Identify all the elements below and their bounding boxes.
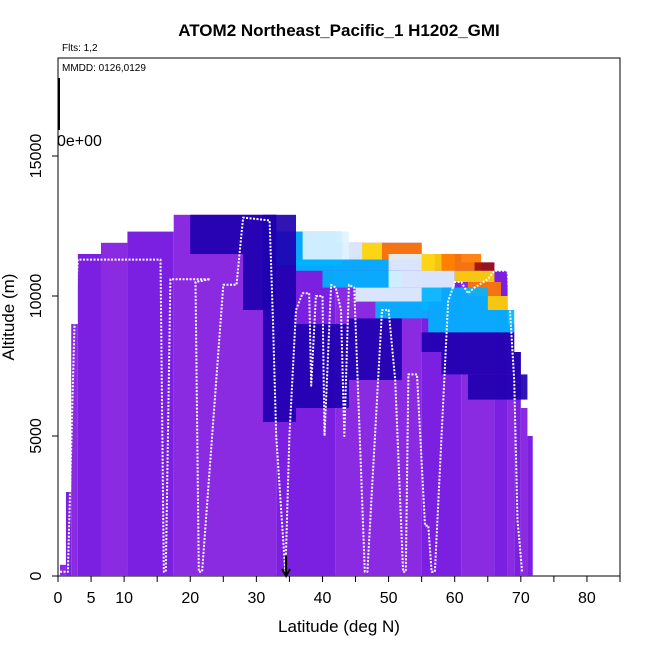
field-column <box>71 324 78 576</box>
anomaly-cell <box>302 231 349 260</box>
anomaly-cell <box>428 310 515 333</box>
x-tick-label: 10 <box>115 590 133 607</box>
field-column <box>77 254 101 576</box>
field-column <box>59 564 66 576</box>
dates-annotation: MMDD: 0126,0129 <box>62 63 146 74</box>
anomaly-cell <box>296 259 389 271</box>
y-axis-label: Altitude (m) <box>0 274 18 361</box>
field-column <box>100 242 128 577</box>
chart-title: ATOM2 Northeast_Pacific_1 H1202_GMI <box>178 21 500 40</box>
legend-fragment-label: 0e+00 <box>57 133 102 150</box>
latitude-marker <box>281 556 291 579</box>
flight-track-line <box>60 216 524 575</box>
anomaly-cell <box>296 324 349 408</box>
x-tick-label: 30 <box>247 590 265 607</box>
y-tick-label: 15000 <box>28 134 45 179</box>
x-tick-label: 20 <box>181 590 199 607</box>
anomaly-cell <box>388 270 455 288</box>
anomaly-cell <box>454 270 495 282</box>
anomaly-cell <box>441 352 521 375</box>
y-tick-label: 0 <box>28 571 45 580</box>
anomaly-cell <box>362 242 382 260</box>
x-tick-label: 60 <box>446 590 464 607</box>
flights-annotation: Flts: 1,2 <box>62 43 98 54</box>
x-tick-label: 0 <box>54 590 63 607</box>
anomaly-cell <box>355 287 442 302</box>
anomaly-cell <box>467 374 528 400</box>
anomaly-cell <box>190 214 244 254</box>
x-tick-label: 50 <box>380 590 398 607</box>
y-axis: 0 5000 10000 15000 <box>28 134 58 580</box>
x-axis: 0 5 10 20 30 40 50 60 70 80 <box>54 576 621 607</box>
x-tick-label: 80 <box>578 590 596 607</box>
anomaly-cell <box>441 254 482 271</box>
anomaly-cell <box>487 296 508 310</box>
heatmap-anomaly-band <box>190 214 528 422</box>
field-column <box>527 436 533 576</box>
field-column <box>507 324 515 576</box>
x-tick-label: 5 <box>87 590 96 607</box>
marker-arrowhead <box>281 568 291 579</box>
y-tick-label: 5000 <box>28 418 45 454</box>
field-column <box>514 352 521 576</box>
flight-track <box>60 216 524 575</box>
x-axis-label: Latitude (deg N) <box>278 617 400 636</box>
anomaly-cell <box>474 262 495 271</box>
anomaly-cell <box>421 332 515 352</box>
anomaly-cell <box>421 287 488 310</box>
x-tick-label: 70 <box>512 590 530 607</box>
x-tick-label: 40 <box>314 590 332 607</box>
anomaly-cell <box>262 214 297 422</box>
field-column <box>520 408 528 576</box>
y-tick-label: 10000 <box>28 274 45 319</box>
anomaly-cell <box>322 270 402 288</box>
